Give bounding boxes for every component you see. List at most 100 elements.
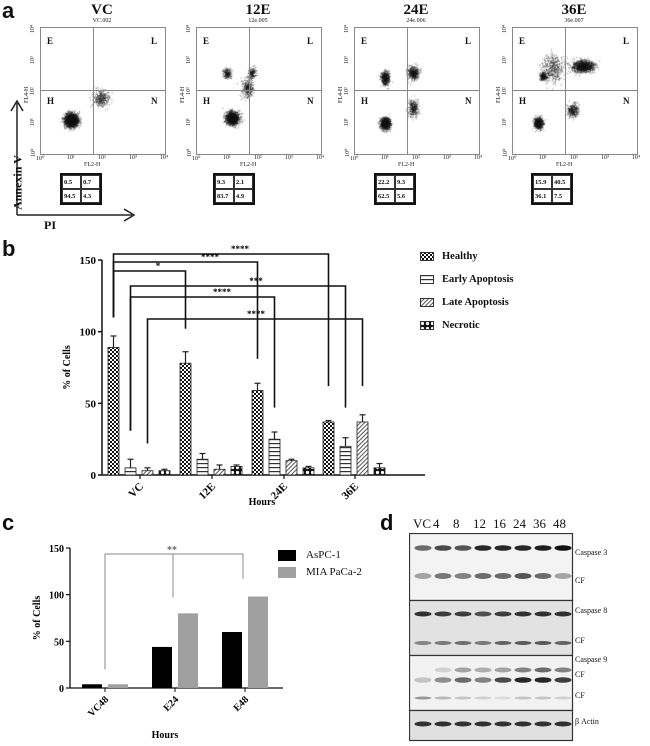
flow-plot-12e: E L H N bbox=[196, 27, 322, 155]
scatter-dots bbox=[355, 28, 479, 154]
band-label: β Actin bbox=[575, 717, 599, 726]
y-tick-label: 10¹ bbox=[186, 118, 192, 126]
x-tick-label: 10⁴ bbox=[160, 155, 169, 161]
svg-text:100: 100 bbox=[49, 591, 64, 602]
y-tick-label: 10⁴ bbox=[502, 24, 508, 33]
legend-label: Early Apoptosis bbox=[442, 274, 514, 285]
band-label: Caspase 8 bbox=[575, 606, 608, 615]
x-tick-label: 10¹ bbox=[67, 155, 75, 161]
scatter-dots bbox=[513, 28, 637, 154]
svg-text:Hours: Hours bbox=[249, 497, 276, 508]
flow-plot-sample-id: 12e.005 bbox=[248, 18, 268, 24]
svg-text:VC: VC bbox=[126, 481, 146, 501]
flow-plot-title: 24E bbox=[403, 2, 429, 18]
quadrant-divider-vertical bbox=[93, 28, 94, 154]
quadrant-label-top-left: E bbox=[519, 36, 526, 46]
x-tick-label: 10² bbox=[254, 155, 262, 161]
svg-text:150: 150 bbox=[80, 255, 97, 267]
lane-label: 4 bbox=[433, 516, 440, 531]
panel-a-label: a bbox=[2, 0, 15, 23]
quadrant-divider-vertical bbox=[407, 28, 408, 154]
x-tick-label: 10³ bbox=[443, 155, 451, 161]
y-tick-label: 10⁴ bbox=[30, 24, 36, 33]
x-axis-channel: FL2-H bbox=[84, 162, 101, 168]
svg-text:E48: E48 bbox=[232, 694, 252, 714]
x-tick-label: 10⁴ bbox=[316, 155, 325, 161]
quadrant-divider-horizontal bbox=[355, 90, 479, 91]
x-tick-label: 10⁰ bbox=[36, 156, 45, 162]
y-axis-channel: FL4-H bbox=[180, 86, 186, 103]
y-tick-label: 10⁰ bbox=[503, 148, 509, 157]
band-label: CF bbox=[575, 576, 585, 585]
quadrant-label-top-right: L bbox=[465, 36, 472, 46]
significance-label: **** bbox=[247, 309, 266, 319]
quadrant-percent-l: 2.1 bbox=[234, 175, 253, 189]
y-tick-label: 10⁴ bbox=[186, 24, 192, 33]
svg-text:36E: 36E bbox=[340, 481, 361, 502]
legend-swatch-diagonal-stripes bbox=[420, 298, 434, 307]
quadrant-percent-n: 5.6 bbox=[395, 189, 414, 203]
legend-swatch bbox=[278, 549, 296, 561]
flow-plot-vc: E L H N bbox=[40, 27, 166, 155]
x-tick-label: 10² bbox=[98, 155, 106, 161]
flow-plot-sample-id: 24e.006 bbox=[406, 18, 426, 24]
legend-swatch-checker bbox=[420, 252, 434, 261]
y-tick-label: 10³ bbox=[502, 56, 508, 64]
y-tick-label: 10² bbox=[344, 87, 350, 95]
quadrant-label-bottom-left: H bbox=[203, 96, 211, 106]
blot-image bbox=[409, 533, 574, 742]
significance-label: **** bbox=[231, 244, 250, 254]
x-tick-label: 10³ bbox=[601, 155, 609, 161]
svg-text:% of Cells: % of Cells bbox=[32, 596, 43, 641]
svg-text:100: 100 bbox=[80, 327, 97, 339]
quadrant-label-bottom-right: N bbox=[151, 96, 158, 106]
y-axis-channel: FL4-H bbox=[496, 86, 502, 103]
quadrant-percent-table: 0.5 0.7 94.5 4.3 bbox=[60, 173, 102, 205]
quadrant-percent-l: 0.7 bbox=[81, 175, 100, 189]
x-tick-label: 10¹ bbox=[223, 155, 231, 161]
legend-item: Early Apoptosis bbox=[420, 274, 513, 285]
x-tick-label: 10² bbox=[570, 155, 578, 161]
x-tick-label: 10⁰ bbox=[192, 156, 201, 162]
legend-item: Healthy bbox=[420, 251, 478, 262]
significance-label: *** bbox=[249, 276, 263, 286]
quadrant-percent-h: 94.5 bbox=[62, 189, 81, 203]
flow-plot-24e: E L H N bbox=[354, 27, 480, 155]
x-tick-label: 10⁰ bbox=[508, 156, 517, 162]
quadrant-percent-l: 9.3 bbox=[395, 175, 414, 189]
significance-label: ** bbox=[167, 545, 177, 556]
y-tick-label: 10¹ bbox=[502, 118, 508, 126]
legend-item: Necrotic bbox=[420, 320, 480, 331]
legend-swatch-dots bbox=[420, 321, 434, 330]
legend-item: Late Apoptosis bbox=[420, 297, 509, 308]
quadrant-divider-horizontal bbox=[197, 90, 321, 91]
lane-label: VC bbox=[413, 516, 432, 531]
flow-plot-title: 36E bbox=[561, 2, 587, 18]
x-axis-channel: FL2-H bbox=[240, 162, 257, 168]
quadrant-percent-table: 15.9 40.5 36.1 7.5 bbox=[531, 173, 573, 205]
annexin-pi-axes bbox=[10, 99, 136, 222]
lane-label: 12 bbox=[473, 516, 486, 531]
y-tick-label: 10³ bbox=[186, 56, 192, 64]
quadrant-label-top-right: L bbox=[307, 36, 314, 46]
quadrant-percent-l: 40.5 bbox=[552, 175, 571, 189]
x-tick-label: 10⁴ bbox=[474, 155, 483, 161]
svg-text:Hours: Hours bbox=[152, 730, 179, 741]
panel-c-label: c bbox=[2, 510, 15, 535]
band-label: Caspase 3 bbox=[575, 548, 608, 557]
quadrant-label-top-left: E bbox=[47, 36, 54, 46]
lane-label: 36 bbox=[533, 516, 546, 531]
y-tick-label: 10⁴ bbox=[344, 24, 350, 33]
quadrant-percent-n: 7.5 bbox=[552, 189, 571, 203]
y-tick-label: 10³ bbox=[30, 56, 36, 64]
panel-d-label: d bbox=[380, 510, 394, 535]
legend-swatch bbox=[278, 566, 296, 578]
panel-b-label: b bbox=[2, 236, 16, 261]
legend-label: MIA PaCa-2 bbox=[306, 566, 362, 578]
quadrant-percent-n: 4.3 bbox=[81, 189, 100, 203]
chart-c-cell-line-bars: 0 50 100 150 % of Cells VC48 E24 E48 Hours ** bbox=[32, 544, 283, 741]
flow-plot-sample-id: 36e.007 bbox=[564, 18, 584, 24]
significance-label: **** bbox=[213, 287, 232, 297]
x-tick-label: 10¹ bbox=[381, 155, 389, 161]
x-tick-label: 10⁴ bbox=[632, 155, 641, 161]
